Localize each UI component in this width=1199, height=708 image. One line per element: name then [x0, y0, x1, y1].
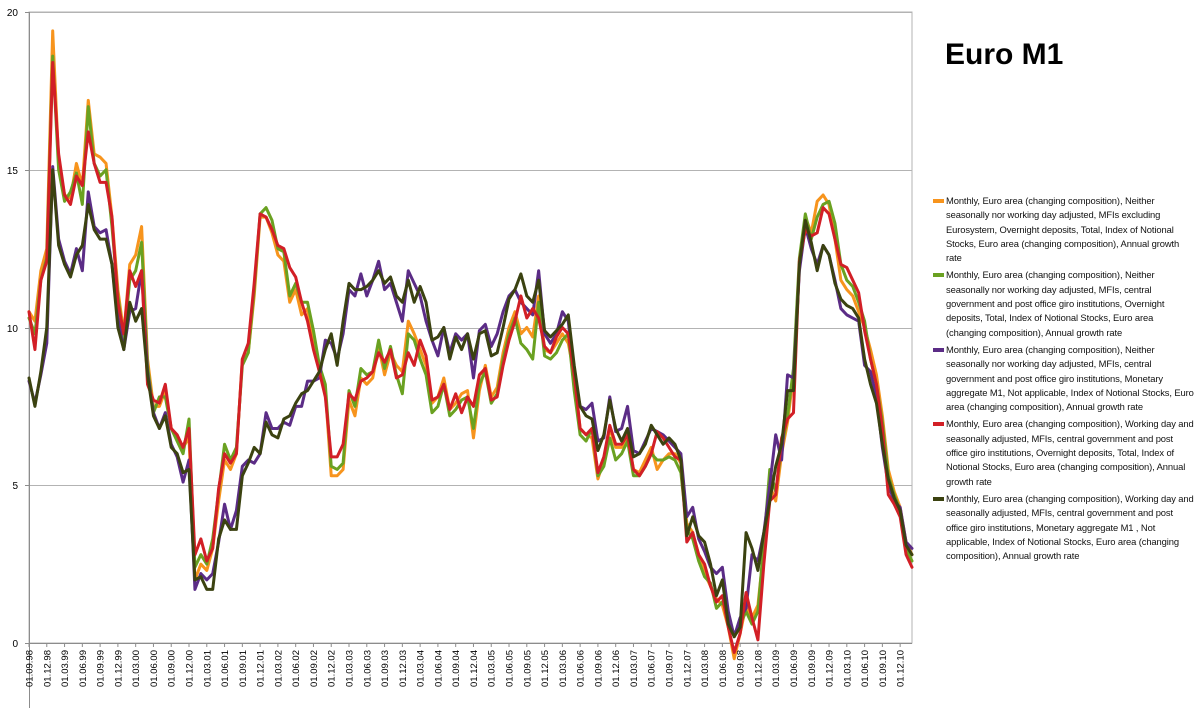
x-tick-label: 01.06.10	[860, 650, 871, 687]
axes	[25, 12, 912, 708]
x-tick-label: 01.09.02	[309, 650, 320, 687]
x-tick-label: 01.09.06	[593, 650, 604, 687]
x-tick-label: 01.06.02	[291, 650, 302, 687]
x-tick-label: 01.03.01	[202, 650, 213, 687]
x-tick-label: 01.03.07	[629, 650, 640, 687]
y-tick-label: 0	[12, 639, 18, 650]
x-tick-label: 01.06.08	[718, 650, 729, 687]
y-tick-label: 15	[7, 166, 19, 177]
x-tick-label: 01.09.00	[167, 650, 178, 687]
x-tick-label: 01.12.01	[256, 650, 267, 687]
x-tick-label: 01.03.02	[273, 650, 284, 687]
x-tick-label: 01.03.10	[842, 650, 853, 687]
x-tick-label: 01.09.07	[665, 650, 676, 687]
x-tick-label: 01.03.09	[771, 650, 782, 687]
legend-label: Monthly, Euro area (changing composition…	[946, 269, 1165, 338]
plot-area-frame	[28, 11, 913, 644]
x-tick-label: 01.09.01	[238, 650, 249, 687]
legend-swatch	[933, 422, 944, 427]
legend-item: Monthly, Euro area (changing composition…	[933, 417, 1195, 488]
legend-swatch	[933, 199, 944, 203]
y-tick-labels: 0 5 10 15 20	[7, 8, 19, 650]
x-tick-label: 01.03.04	[416, 650, 427, 687]
x-tick-label: 01.06.04	[433, 650, 444, 687]
chart-title: Euro M1	[945, 38, 1064, 71]
legend-label: Monthly, Euro area (changing composition…	[946, 492, 1194, 562]
x-tick-label: 01.06.07	[647, 650, 658, 687]
x-tick-label: 01.03.99	[60, 650, 71, 687]
x-tick-label: 01.09.09	[807, 650, 818, 687]
legend-swatch	[933, 496, 944, 501]
legend-item: Monthly, Euro area (changing composition…	[933, 492, 1195, 563]
legend-swatch	[933, 347, 944, 352]
series-line-5	[27, 168, 914, 639]
x-tick-label: 01.06.00	[149, 650, 160, 687]
series-line-4	[27, 60, 914, 654]
legend-label: Monthly, Euro area (changing composition…	[946, 343, 1194, 413]
x-tick-label: 01.09.99	[96, 650, 107, 687]
x-tick-label: 01.12.98	[42, 650, 53, 687]
x-tick-label: 01.09.08	[736, 650, 747, 687]
gridlines	[28, 11, 913, 644]
x-tick-label: 01.03.06	[558, 650, 569, 687]
x-tick-label: 01.06.09	[789, 650, 800, 687]
legend-item: Monthly, Euro area (changing composition…	[933, 343, 1195, 414]
x-tick-label: 01.12.02	[327, 650, 338, 687]
x-tick-label: 01.12.07	[682, 650, 693, 687]
x-tick-label: 01.12.99	[113, 650, 124, 687]
x-tick-label: 01.06.99	[78, 650, 89, 687]
y-tick-label: 5	[12, 481, 18, 492]
x-tick-label: 01.03.03	[345, 650, 356, 687]
x-tick-label: 01.12.06	[611, 650, 622, 687]
x-tick-label: 01.06.03	[362, 650, 373, 687]
x-tick-label: 01.12.04	[469, 650, 480, 687]
x-tick-label: 01.09.98	[25, 650, 36, 687]
x-tick-label: 01.03.05	[487, 650, 498, 687]
x-tick-label: 01.12.05	[540, 650, 551, 687]
x-tick-label: 01.03.00	[131, 650, 142, 687]
x-tick-label: 01.12.10	[896, 650, 907, 687]
series-lines	[27, 29, 914, 661]
x-tick-label: 01.12.08	[753, 650, 764, 687]
x-tick-label: 01.09.03	[380, 650, 391, 687]
x-tick-label: 01.06.05	[505, 650, 516, 687]
legend: Monthly, Euro area (changing composition…	[933, 194, 1195, 566]
legend-label: Monthly, Euro area (changing composition…	[946, 195, 1180, 264]
x-tick-label: 01.12.03	[398, 650, 409, 687]
x-tick-label: 01.12.00	[185, 650, 196, 687]
legend-item: Monthly, Euro area (changing composition…	[933, 194, 1195, 265]
x-tick-label: 01.06.06	[576, 650, 587, 687]
y-tick-label: 10	[7, 324, 19, 335]
x-tick-label: 01.09.04	[451, 650, 462, 687]
x-tick-label: 01.06.01	[220, 650, 231, 687]
legend-item: Monthly, Euro area (changing composition…	[933, 268, 1195, 339]
x-tick-label: 01.03.08	[700, 650, 711, 687]
legend-label: Monthly, Euro area (changing composition…	[946, 418, 1194, 487]
y-tick-label: 20	[7, 8, 19, 19]
x-tick-labels: 01.09.98 01.12.98 01.03.99 01.06.99 01.09.99…	[25, 650, 907, 687]
x-tick-label: 01.09.05	[522, 650, 533, 687]
x-tick-label: 01.09.10	[878, 650, 889, 687]
legend-swatch	[933, 273, 944, 278]
x-tick-label: 01.12.09	[825, 650, 836, 687]
